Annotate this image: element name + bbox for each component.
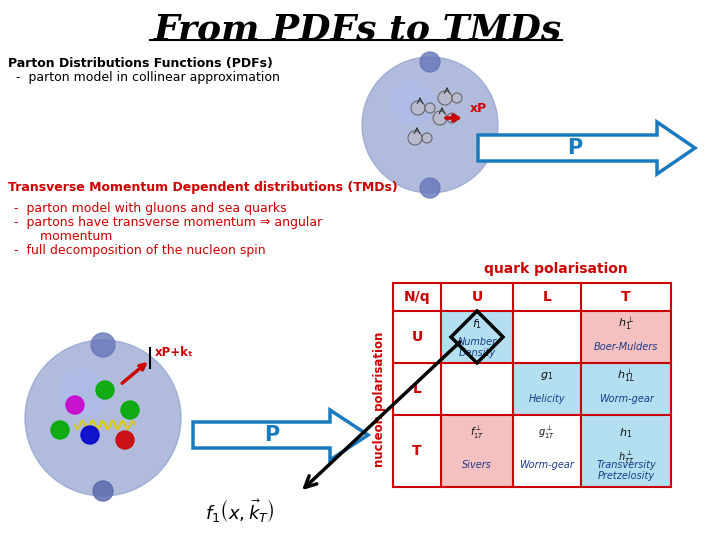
Circle shape — [390, 81, 434, 125]
Text: T: T — [621, 290, 631, 304]
Text: quark polarisation: quark polarisation — [484, 262, 628, 276]
Circle shape — [116, 431, 134, 449]
Text: T: T — [412, 444, 422, 458]
Text: nucleon polarisation: nucleon polarisation — [372, 332, 385, 467]
Circle shape — [408, 131, 422, 145]
Text: -  parton model in collinear approximation: - parton model in collinear approximatio… — [16, 71, 280, 84]
Text: $h_{1L}^\perp$: $h_{1L}^\perp$ — [617, 368, 635, 384]
Bar — [393, 311, 441, 363]
Bar — [581, 415, 671, 487]
Circle shape — [438, 91, 452, 105]
Bar — [581, 311, 671, 363]
Circle shape — [91, 333, 115, 357]
Text: $h_1$: $h_1$ — [619, 426, 633, 440]
Circle shape — [425, 103, 435, 113]
Circle shape — [121, 401, 139, 419]
Circle shape — [433, 111, 447, 125]
Bar — [393, 283, 441, 311]
Bar — [513, 363, 581, 415]
Text: xP: xP — [470, 102, 487, 114]
Text: Parton Distributions Functions (PDFs): Parton Distributions Functions (PDFs) — [8, 57, 273, 70]
Text: Helicity: Helicity — [528, 394, 565, 404]
Text: U: U — [472, 290, 482, 304]
Bar — [513, 415, 581, 487]
Text: N/q: N/q — [404, 290, 431, 304]
Circle shape — [25, 340, 181, 496]
Text: $g_{1T}^\perp$: $g_{1T}^\perp$ — [539, 425, 556, 441]
Circle shape — [420, 52, 440, 72]
Bar — [441, 415, 513, 487]
Polygon shape — [478, 122, 695, 174]
Text: L: L — [543, 290, 552, 304]
Text: From PDFs to TMDs: From PDFs to TMDs — [154, 13, 562, 47]
Text: Sivers: Sivers — [462, 461, 492, 470]
Text: -  full decomposition of the nucleon spin: - full decomposition of the nucleon spin — [14, 244, 266, 257]
Circle shape — [51, 421, 69, 439]
Polygon shape — [193, 410, 368, 460]
Text: P: P — [264, 425, 279, 445]
Circle shape — [93, 481, 113, 501]
Circle shape — [452, 93, 462, 103]
Circle shape — [96, 381, 114, 399]
Circle shape — [411, 101, 425, 115]
Text: P: P — [567, 138, 582, 158]
Circle shape — [422, 133, 432, 143]
Circle shape — [66, 396, 84, 414]
Text: Transverse Momentum Dependent distributions (TMDs): Transverse Momentum Dependent distributi… — [8, 181, 397, 194]
Circle shape — [420, 178, 440, 198]
Text: Worm-gear: Worm-gear — [520, 461, 575, 470]
Text: $g_1$: $g_1$ — [540, 370, 554, 382]
Circle shape — [362, 57, 498, 193]
Text: momentum: momentum — [20, 230, 112, 243]
Text: Number
Density: Number Density — [457, 336, 497, 358]
Circle shape — [59, 369, 107, 417]
Bar — [513, 311, 581, 363]
Text: $f_{1T}^\perp$: $f_{1T}^\perp$ — [470, 425, 484, 441]
Text: $h_1^\perp$: $h_1^\perp$ — [618, 315, 634, 333]
Text: -  parton model with gluons and sea quarks: - parton model with gluons and sea quark… — [14, 202, 287, 215]
Bar — [441, 363, 513, 415]
Circle shape — [447, 113, 457, 123]
Text: xP+kₜ: xP+kₜ — [155, 346, 194, 359]
Bar — [441, 283, 513, 311]
Text: $f_1$: $f_1$ — [472, 317, 482, 331]
Text: Pretzelosity: Pretzelosity — [598, 471, 654, 481]
Text: Worm-gear: Worm-gear — [598, 394, 654, 404]
Text: $f_1\left(x,\vec{k}_T\right)$: $f_1\left(x,\vec{k}_T\right)$ — [205, 496, 275, 523]
Circle shape — [81, 426, 99, 444]
Bar — [393, 415, 441, 487]
Bar — [581, 283, 671, 311]
Text: $h_{TT}^\perp$: $h_{TT}^\perp$ — [618, 450, 634, 466]
Text: L: L — [413, 382, 421, 396]
Text: Transversity: Transversity — [596, 461, 656, 470]
Text: U: U — [411, 330, 423, 344]
Bar — [441, 311, 513, 363]
Text: Boer-Mulders: Boer-Mulders — [594, 342, 658, 353]
Bar — [513, 283, 581, 311]
Bar — [581, 363, 671, 415]
Bar — [393, 363, 441, 415]
Text: -  partons have transverse momentum ⇒ angular: - partons have transverse momentum ⇒ ang… — [14, 216, 323, 229]
